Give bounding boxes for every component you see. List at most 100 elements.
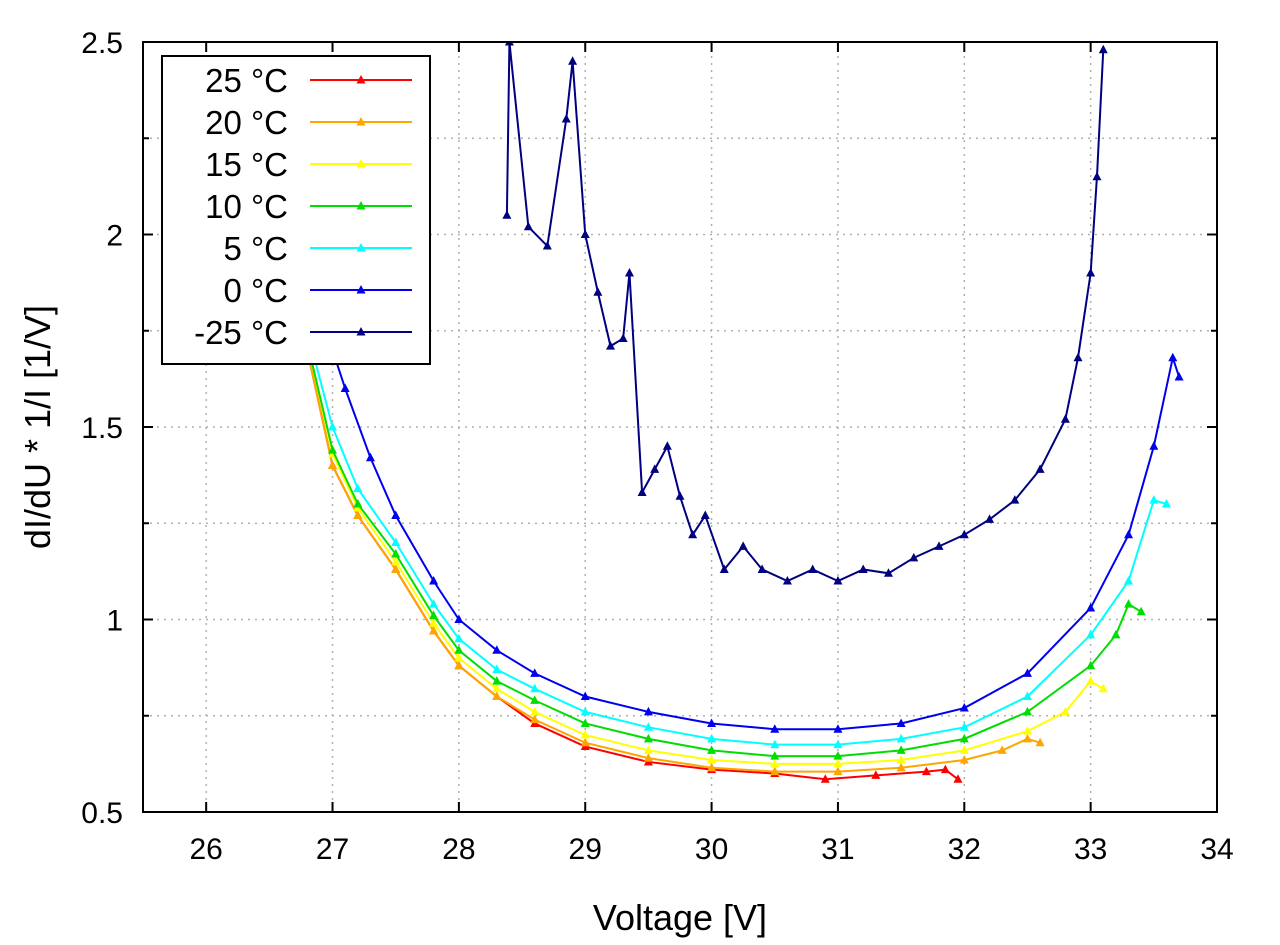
data-point: [643, 722, 653, 731]
data-point: [959, 703, 969, 712]
data-point: [618, 333, 628, 342]
data-point: [1022, 733, 1032, 743]
data-point: [662, 441, 672, 450]
data-point: [820, 774, 830, 783]
data-point: [1149, 495, 1159, 504]
data-point: [492, 645, 502, 654]
series-line: [306, 342, 1142, 758]
series-line: [306, 349, 1041, 773]
data-point: [896, 762, 906, 772]
x-tick-label: 27: [316, 833, 349, 866]
x-tick-label: 28: [442, 833, 475, 866]
data-point: [707, 733, 717, 743]
legend-box: [161, 55, 431, 365]
data-point: [530, 683, 540, 693]
data-point: [707, 745, 717, 754]
y-axis-label: dI/dU * 1/I [1/V]: [17, 305, 58, 549]
data-point: [896, 755, 906, 764]
data-point: [580, 730, 590, 739]
x-tick-label: 31: [821, 833, 854, 866]
data-point: [328, 460, 338, 469]
data-point: [1086, 629, 1096, 639]
data-point: [770, 739, 780, 749]
data-point: [921, 766, 931, 776]
data-point: [959, 529, 969, 539]
legend-marker: [356, 159, 366, 168]
data-point: [643, 745, 653, 754]
legend-marker: [356, 201, 366, 210]
data-point: [561, 114, 571, 123]
data-point: [833, 576, 843, 585]
data-point: [542, 241, 552, 250]
data-point: [770, 758, 780, 768]
data-point: [340, 383, 350, 392]
plot-lines: [302, 42, 1184, 783]
data-point: [580, 737, 590, 747]
data-point: [454, 660, 464, 670]
legend: 25 °C 20 °C 15 °C 10 °C 5 °C 0 °C -25 °C: [161, 55, 431, 365]
data-point: [896, 718, 906, 727]
data-point: [808, 564, 818, 573]
series-line: [306, 342, 1104, 765]
data-point: [502, 210, 512, 219]
data-point: [997, 745, 1007, 754]
data-point: [770, 766, 780, 776]
series-line: [505, 42, 1105, 583]
data-point: [353, 483, 363, 493]
data-point: [770, 751, 780, 760]
x-tick-label: 26: [189, 833, 222, 866]
data-point: [1060, 414, 1070, 423]
data-point: [454, 653, 464, 662]
data-point: [429, 618, 439, 627]
x-axis-label: Voltage [V]: [593, 897, 767, 938]
data-point: [959, 733, 969, 743]
data-point: [1092, 171, 1102, 181]
data-point: [1060, 706, 1070, 716]
legend-marker: [356, 285, 366, 294]
data-point: [429, 599, 439, 608]
data-point: [959, 745, 969, 754]
x-tick-label: 30: [695, 833, 728, 866]
legend-marker: [356, 327, 366, 336]
series-5: [315, 306, 1184, 733]
data-point: [688, 529, 698, 539]
data-point: [1035, 737, 1045, 747]
legend-label: -25 °C: [194, 314, 288, 351]
data-point: [1086, 602, 1096, 612]
data-point: [707, 718, 717, 727]
data-point: [833, 751, 843, 760]
data-point: [782, 576, 792, 585]
series-line: [306, 349, 959, 781]
data-point: [492, 676, 502, 685]
data-point: [1124, 599, 1134, 608]
data-point: [637, 487, 647, 496]
data-point: [365, 452, 375, 462]
data-point: [959, 722, 969, 731]
data-point: [934, 541, 944, 550]
data-point: [675, 491, 685, 500]
data-point: [454, 614, 464, 623]
data-point: [353, 499, 363, 508]
data-point: [429, 576, 439, 585]
data-point: [1022, 726, 1032, 735]
data-point: [643, 753, 653, 762]
data-point: [770, 724, 780, 733]
data-point: [896, 745, 906, 754]
data-point: [328, 445, 338, 454]
data-point: [707, 755, 717, 764]
data-point: [580, 718, 590, 727]
data-point: [643, 733, 653, 743]
data-point: [429, 626, 439, 635]
y-tick-label: 2.5: [81, 27, 123, 60]
data-point: [492, 683, 502, 693]
x-tick-label: 32: [948, 833, 981, 866]
data-point: [833, 766, 843, 776]
data-point: [833, 758, 843, 768]
y-tick-label: 0.5: [81, 797, 123, 830]
series-2: [302, 337, 1108, 768]
data-point: [1086, 676, 1096, 685]
legend-label: 10 °C: [205, 188, 288, 225]
legend-label: 20 °C: [205, 104, 288, 141]
data-point: [953, 774, 963, 783]
data-point: [1124, 529, 1134, 539]
